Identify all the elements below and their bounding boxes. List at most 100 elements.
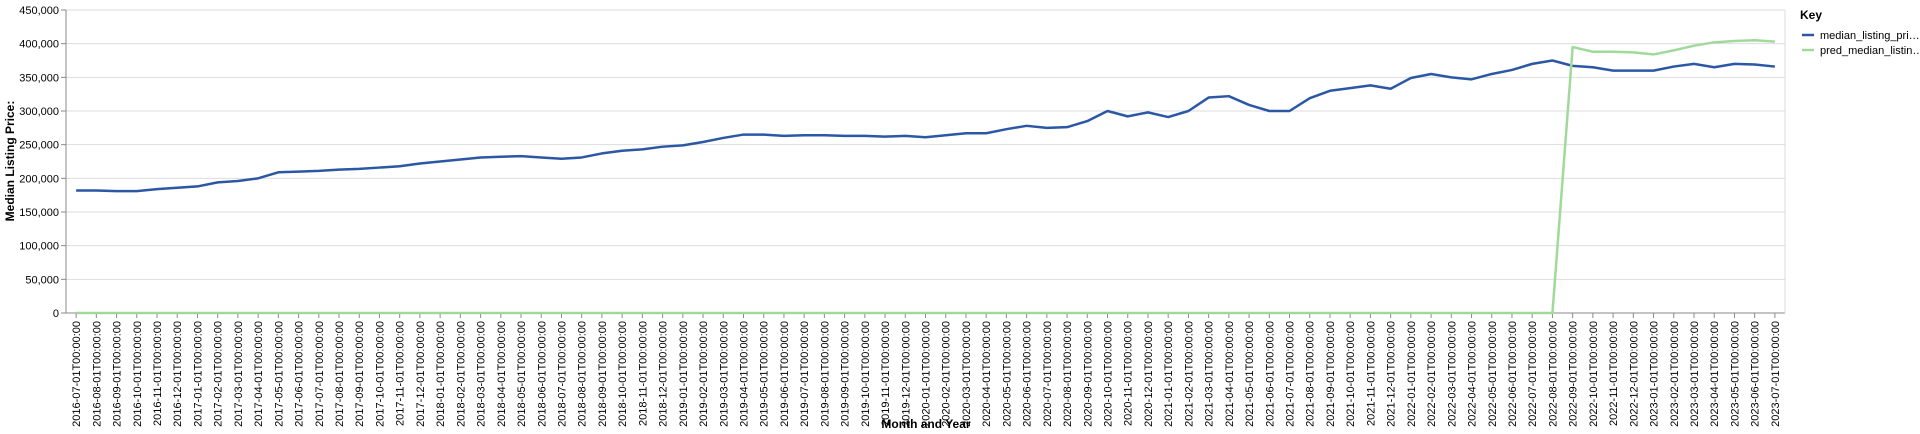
x-tick-label: 2023-04-01T00:00:00 <box>1709 321 1721 427</box>
x-tick-label: 2020-02-01T00:00:00 <box>941 321 953 427</box>
y-tick-label: 100,000 <box>19 241 59 253</box>
x-tick-label: 2020-11-01T00:00:00 <box>1123 321 1135 426</box>
x-tick-label: 2023-05-01T00:00:00 <box>1729 321 1741 427</box>
x-tick-label: 2021-06-01T00:00:00 <box>1264 321 1276 427</box>
x-tick-label: 2022-10-01T00:00:00 <box>1588 321 1600 427</box>
x-tick-label: 2021-02-01T00:00:00 <box>1183 321 1195 427</box>
y-tick-label: 200,000 <box>19 173 59 185</box>
x-tick-label: 2019-09-01T00:00:00 <box>840 321 852 427</box>
x-tick-label: 2019-01-01T00:00:00 <box>678 321 690 427</box>
x-tick-label: 2016-11-01T00:00:00 <box>152 321 164 426</box>
legend-label: pred_median_listin… <box>1820 45 1920 57</box>
x-tick-label: 2016-09-01T00:00:00 <box>112 321 124 427</box>
x-tick-label: 2022-05-01T00:00:00 <box>1487 321 1499 427</box>
x-tick-label: 2023-07-01T00:00:00 <box>1770 321 1782 427</box>
series-line <box>76 39 1775 315</box>
x-tick-label: 2021-09-01T00:00:00 <box>1325 321 1337 427</box>
x-tick-label: 2016-12-01T00:00:00 <box>172 321 184 427</box>
y-tick-label: 250,000 <box>19 140 59 152</box>
x-tick-label: 2023-06-01T00:00:00 <box>1750 321 1762 427</box>
y-tick-label: 350,000 <box>19 72 59 84</box>
x-tick-label: 2020-03-01T00:00:00 <box>961 321 973 427</box>
x-tick-label: 2023-03-01T00:00:00 <box>1689 321 1701 427</box>
y-tick-label: 150,000 <box>19 207 59 219</box>
x-tick-label: 2019-02-01T00:00:00 <box>698 321 710 427</box>
y-tick-label: 400,000 <box>19 39 59 51</box>
x-tick-label: 2022-01-01T00:00:00 <box>1406 321 1418 427</box>
x-tick-label: 2019-03-01T00:00:00 <box>718 321 730 427</box>
x-tick-label: 2019-11-01T00:00:00 <box>880 321 892 426</box>
x-tick-label: 2017-10-01T00:00:00 <box>374 321 386 427</box>
y-tick-label: 300,000 <box>19 106 59 118</box>
x-tick-label: 2018-11-01T00:00:00 <box>637 321 649 426</box>
x-tick-label: 2018-01-01T00:00:00 <box>435 321 447 427</box>
series-line <box>76 59 1776 193</box>
x-tick-label: 2016-10-01T00:00:00 <box>132 321 144 427</box>
x-tick-label: 2018-05-01T00:00:00 <box>516 321 528 427</box>
x-tick-label: 2018-06-01T00:00:00 <box>536 321 548 427</box>
x-tick-label: 2019-05-01T00:00:00 <box>759 321 771 427</box>
x-tick-label: 2018-02-01T00:00:00 <box>455 321 467 427</box>
x-tick-label: 2020-01-01T00:00:00 <box>921 321 933 427</box>
x-tick-label: 2017-03-01T00:00:00 <box>233 321 245 427</box>
x-tick-label: 2020-12-01T00:00:00 <box>1143 321 1155 427</box>
x-tick-label: 2022-09-01T00:00:00 <box>1568 321 1580 427</box>
x-tick-label: 2017-04-01T00:00:00 <box>253 321 265 427</box>
x-tick-label: 2016-07-01T00:00:00 <box>71 321 83 427</box>
x-tick-label: 2021-05-01T00:00:00 <box>1244 321 1256 427</box>
x-tick-label: 2018-10-01T00:00:00 <box>617 321 629 427</box>
x-tick-label: 2020-06-01T00:00:00 <box>1022 321 1034 427</box>
x-tick-label: 2021-07-01T00:00:00 <box>1285 321 1297 427</box>
y-tick-label: 0 <box>53 308 59 320</box>
x-tick-label: 2021-04-01T00:00:00 <box>1224 321 1236 427</box>
x-tick-label: 2022-07-01T00:00:00 <box>1527 321 1539 427</box>
x-tick-label: 2020-04-01T00:00:00 <box>981 321 993 427</box>
y-tick-label: 50,000 <box>25 274 59 286</box>
x-tick-label: 2022-08-01T00:00:00 <box>1547 321 1559 427</box>
x-tick-label: 2017-02-01T00:00:00 <box>213 321 225 427</box>
x-tick-label: 2017-07-01T00:00:00 <box>314 321 326 427</box>
x-tick-label: 2018-07-01T00:00:00 <box>556 321 568 427</box>
y-tick-label: 450,000 <box>19 5 59 17</box>
x-tick-label: 2020-10-01T00:00:00 <box>1103 321 1115 427</box>
x-tick-label: 2017-05-01T00:00:00 <box>273 321 285 427</box>
x-tick-label: 2022-11-01T00:00:00 <box>1608 321 1620 426</box>
x-tick-label: 2022-06-01T00:00:00 <box>1507 321 1519 427</box>
x-tick-label: 2021-10-01T00:00:00 <box>1345 321 1357 427</box>
x-tick-label: 2018-12-01T00:00:00 <box>658 321 670 427</box>
x-axis-title: Month and Year <box>881 417 970 431</box>
x-tick-label: 2020-05-01T00:00:00 <box>1001 321 1013 427</box>
x-tick-label: 2019-04-01T00:00:00 <box>738 321 750 427</box>
y-axis-title: Median Listing Price: <box>3 101 17 222</box>
x-tick-label: 2021-08-01T00:00:00 <box>1305 321 1317 427</box>
x-tick-label: 2021-01-01T00:00:00 <box>1163 321 1175 427</box>
legend-title: Key <box>1800 8 1822 22</box>
x-tick-label: 2017-08-01T00:00:00 <box>334 321 346 427</box>
x-tick-label: 2019-12-01T00:00:00 <box>900 321 912 427</box>
x-tick-label: 2019-08-01T00:00:00 <box>819 321 831 427</box>
x-tick-label: 2022-03-01T00:00:00 <box>1446 321 1458 427</box>
x-tick-label: 2021-03-01T00:00:00 <box>1204 321 1216 427</box>
x-tick-label: 2017-01-01T00:00:00 <box>192 321 204 427</box>
x-tick-label: 2023-02-01T00:00:00 <box>1669 321 1681 427</box>
x-tick-label: 2020-07-01T00:00:00 <box>1042 321 1054 427</box>
x-tick-label: 2017-09-01T00:00:00 <box>354 321 366 427</box>
x-tick-label: 2022-04-01T00:00:00 <box>1467 321 1479 427</box>
x-tick-label: 2016-08-01T00:00:00 <box>91 321 103 427</box>
x-tick-label: 2022-02-01T00:00:00 <box>1426 321 1438 427</box>
legend-label: median_listing_pri… <box>1820 30 1920 42</box>
x-tick-label: 2021-11-01T00:00:00 <box>1365 321 1377 426</box>
x-tick-label: 2018-03-01T00:00:00 <box>476 321 488 427</box>
x-tick-label: 2018-04-01T00:00:00 <box>496 321 508 427</box>
x-tick-label: 2021-12-01T00:00:00 <box>1386 321 1398 427</box>
x-tick-label: 2017-12-01T00:00:00 <box>415 321 427 427</box>
x-tick-label: 2020-09-01T00:00:00 <box>1082 321 1094 427</box>
x-tick-label: 2018-08-01T00:00:00 <box>577 321 589 427</box>
x-tick-label: 2020-08-01T00:00:00 <box>1062 321 1074 427</box>
x-tick-label: 2023-01-01T00:00:00 <box>1649 321 1661 427</box>
x-tick-label: 2019-07-01T00:00:00 <box>799 321 811 427</box>
x-tick-label: 2018-09-01T00:00:00 <box>597 321 609 427</box>
x-tick-label: 2019-06-01T00:00:00 <box>779 321 791 427</box>
x-tick-label: 2022-12-01T00:00:00 <box>1628 321 1640 427</box>
